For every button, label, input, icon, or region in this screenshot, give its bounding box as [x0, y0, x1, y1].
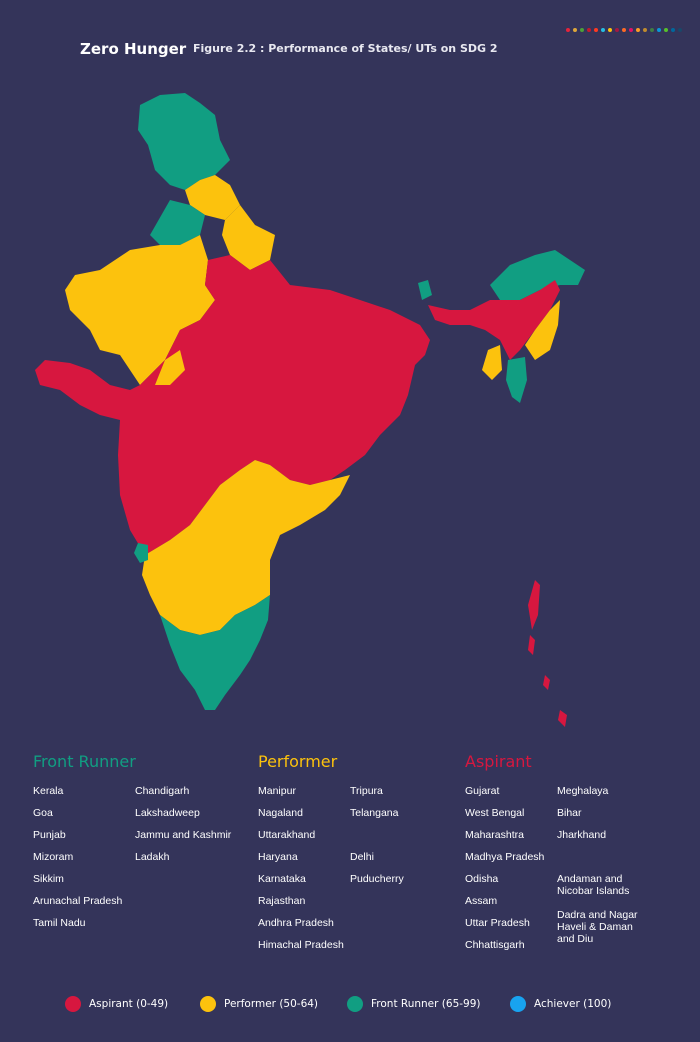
- india-sdg2-map: [35, 93, 585, 727]
- region-punjab: [150, 200, 205, 245]
- region-performer-spur: [155, 350, 185, 385]
- aspirant-list-2: Meghalaya Bihar Jharkhand Andaman and Nicob…: [557, 785, 647, 945]
- performer-list-1: Manipur Nagaland Uttarakhand Haryana Karnata…: [258, 785, 344, 961]
- state-name: Bihar: [557, 807, 582, 819]
- state-name: Uttarakhand: [258, 829, 316, 841]
- figure-caption: Figure 2.2 : Performance of States/ UTs …: [193, 42, 498, 55]
- sdg-dot: [573, 28, 577, 32]
- front-runner-list-1: Kerala Goa Punjab Mizoram Sikkim Arunachal Pr…: [33, 785, 122, 939]
- key-label: Aspirant (0-49): [89, 998, 169, 1010]
- state-name: [557, 851, 647, 873]
- state-name: Dadra and Nagar Haveli & Daman and Diu: [557, 909, 638, 945]
- state-name: Arunachal Pradesh: [33, 895, 123, 907]
- region-tripura: [482, 345, 502, 380]
- front-runner-swatch: [347, 996, 363, 1012]
- performer-swatch: [200, 996, 216, 1012]
- state-name: Meghalaya: [557, 785, 609, 797]
- region-jammu-kashmir-ladakh: [138, 93, 230, 190]
- aspirant-heading: Aspirant: [465, 752, 532, 771]
- key-front-runner: Front Runner (65-99): [347, 996, 481, 1012]
- state-name: Sikkim: [33, 873, 64, 885]
- state-name: Chandigarh: [135, 785, 190, 797]
- state-name: Assam: [465, 895, 498, 907]
- sdg-dot: [643, 28, 647, 32]
- region-himachal-pradesh: [185, 175, 240, 220]
- state-name: Ladakh: [135, 851, 170, 863]
- state-name: Chhattisgarh: [465, 939, 525, 951]
- sdg-dot: [671, 28, 675, 32]
- sdg-dot: [587, 28, 591, 32]
- state-name: Tamil Nadu: [33, 917, 86, 929]
- aspirant-swatch: [65, 996, 81, 1012]
- sdg-dot: [566, 28, 570, 32]
- state-name: Mizoram: [33, 851, 74, 863]
- state-name: [350, 829, 404, 851]
- region-nagaland-manipur: [525, 300, 560, 360]
- key-achiever: Achiever (100): [510, 996, 611, 1012]
- sdg-dot: [678, 28, 682, 32]
- state-name: Gujarat: [465, 785, 500, 797]
- state-name: Madhya Pradesh: [465, 851, 545, 863]
- region-mizoram: [506, 357, 527, 403]
- state-name: Delhi: [350, 851, 374, 863]
- sdg-dot: [650, 28, 654, 32]
- achiever-swatch: [510, 996, 526, 1012]
- state-name: Tripura: [350, 785, 383, 797]
- state-name: Jharkhand: [557, 829, 607, 841]
- front-runner-heading: Front Runner: [33, 752, 136, 771]
- state-name: Haryana: [258, 851, 298, 863]
- region-assam-meghalaya: [428, 280, 560, 360]
- page-title: Zero Hunger: [80, 40, 187, 58]
- state-name: West Bengal: [465, 807, 525, 819]
- state-name: Nagaland: [258, 807, 303, 819]
- key-label: Performer (50-64): [224, 998, 319, 1010]
- state-name: Karnataka: [258, 873, 306, 885]
- state-name: Himachal Pradesh: [258, 939, 344, 951]
- sdg-dot: [608, 28, 612, 32]
- performer-heading: Performer: [258, 752, 338, 771]
- sdg-dot: [601, 28, 605, 32]
- key-performer: Performer (50-64): [200, 996, 318, 1012]
- region-uttarakhand: [222, 205, 275, 270]
- state-name: Telangana: [350, 807, 399, 819]
- region-arunachal-pradesh: [490, 250, 585, 300]
- state-name: Goa: [33, 807, 53, 819]
- region-rajasthan-haryana: [65, 235, 215, 385]
- performer-list-2: Tripura Telangana Delhi Puducherry: [350, 785, 404, 895]
- sdg-dot: [594, 28, 598, 32]
- region-southern-performer-states: [142, 460, 350, 635]
- state-name: Jammu and Kashmir: [135, 829, 232, 841]
- sdg-dot: [629, 28, 633, 32]
- region-andaman-nicobar: [528, 580, 567, 727]
- region-tamilnadu-kerala: [160, 595, 270, 710]
- front-runner-list-2: Chandigarh Lakshadweep Jammu and Kashmir La…: [135, 785, 231, 873]
- sdg-dot: [622, 28, 626, 32]
- sdg-dot: [615, 28, 619, 32]
- state-name: Punjab: [33, 829, 66, 841]
- region-central-aspirant-states: [35, 255, 430, 555]
- state-name: Lakshadweep: [135, 807, 200, 819]
- state-name: Manipur: [258, 785, 296, 797]
- state-name: Maharashtra: [465, 829, 524, 841]
- key-label: Front Runner (65-99): [371, 998, 481, 1010]
- state-name: Kerala: [33, 785, 64, 797]
- sdg-dot: [636, 28, 640, 32]
- state-name: Andhra Pradesh: [258, 917, 334, 929]
- region-sikkim: [418, 280, 432, 300]
- state-name: Andaman and Nicobar Islands: [557, 873, 630, 897]
- sdg-dot: [664, 28, 668, 32]
- state-name: Rajasthan: [258, 895, 306, 907]
- sdg-dot: [657, 28, 661, 32]
- region-goa: [134, 543, 148, 563]
- key-label: Achiever (100): [534, 998, 612, 1010]
- sdg-dot: [580, 28, 584, 32]
- state-name: Puducherry: [350, 873, 404, 885]
- state-name: Odisha: [465, 873, 499, 885]
- aspirant-list-1: Gujarat West Bengal Maharashtra Madhya Prad…: [465, 785, 544, 961]
- state-name: Uttar Pradesh: [465, 917, 530, 929]
- sdg-color-dots: [566, 28, 682, 32]
- key-aspirant: Aspirant (0-49): [65, 996, 168, 1012]
